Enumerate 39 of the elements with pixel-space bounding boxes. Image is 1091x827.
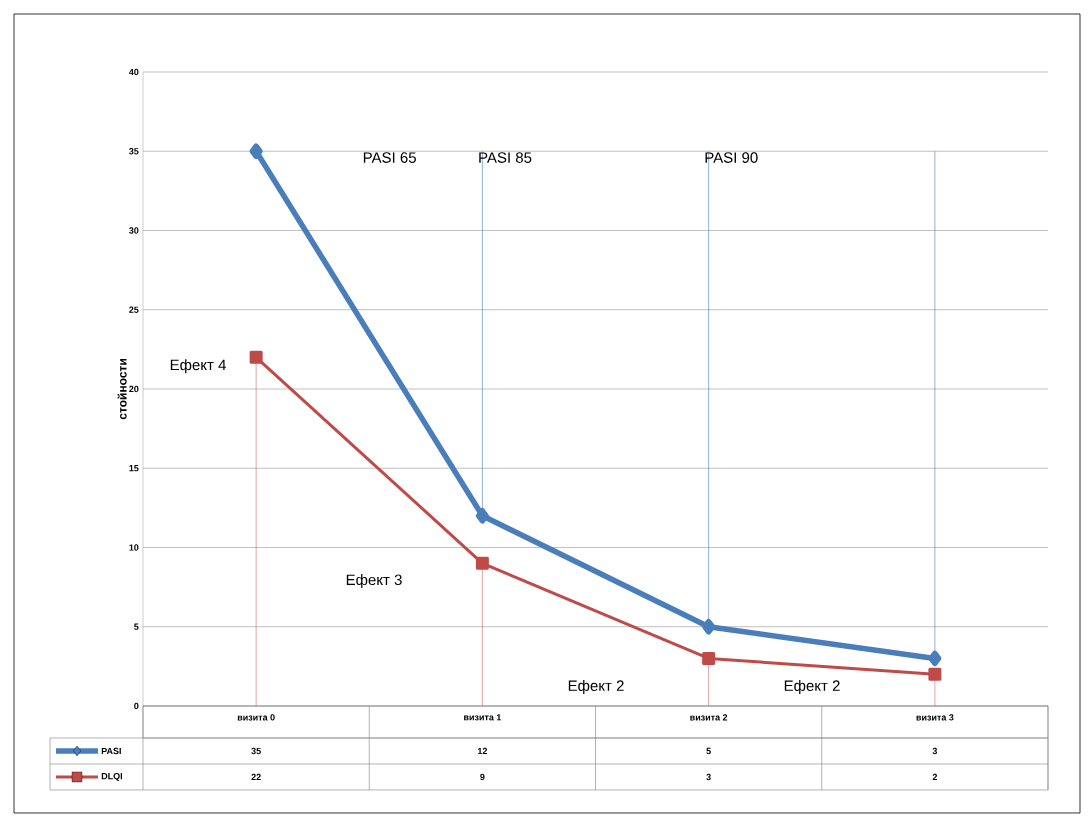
- point: [475, 508, 489, 524]
- annotation: PASI 90: [705, 152, 758, 163]
- y-axis-title: стойности: [117, 359, 127, 420]
- data-label: 22: [251, 773, 261, 781]
- point: [928, 650, 942, 667]
- y-tick-label: 5: [134, 623, 139, 630]
- x-tick-label: визита 2: [690, 714, 728, 721]
- data-label: 2: [932, 773, 938, 781]
- data-label: 12: [477, 747, 487, 755]
- point: [928, 667, 942, 681]
- data-label: 3: [932, 747, 938, 755]
- y-tick-label: 30: [129, 227, 139, 234]
- annotation: PASI 65: [363, 152, 416, 163]
- x-tick-label: визита 0: [237, 714, 275, 721]
- y-tick-label: 10: [129, 544, 139, 551]
- data-label: 5: [706, 747, 711, 755]
- annotation: Ефект 2: [784, 679, 840, 694]
- y-tick-label: 25: [129, 306, 139, 313]
- annotation: Ефект 2: [568, 679, 624, 694]
- annotation: Ефект 3: [346, 574, 402, 589]
- annotation: PASI 85: [479, 152, 532, 163]
- y-tick-label: 35: [129, 148, 139, 155]
- point: [249, 350, 263, 364]
- x-tick-label: визита 1: [464, 714, 502, 721]
- y-tick-label: 40: [128, 68, 139, 76]
- data-label: 9: [480, 773, 485, 781]
- point: [702, 618, 716, 635]
- annotation: Ефект 4: [170, 359, 226, 374]
- legend-label: PASI: [101, 747, 121, 755]
- y-tick-label: 20: [129, 385, 139, 393]
- x-tick-label: визита 3: [916, 714, 954, 721]
- y-tick-label: 15: [129, 465, 139, 472]
- y-tick-label: 0: [134, 702, 139, 710]
- point: [702, 651, 716, 665]
- legend-label: DLQI: [101, 772, 123, 781]
- data-label: 35: [251, 747, 261, 755]
- point: [249, 143, 263, 159]
- data-label: 3: [706, 773, 711, 781]
- point: [475, 556, 489, 570]
